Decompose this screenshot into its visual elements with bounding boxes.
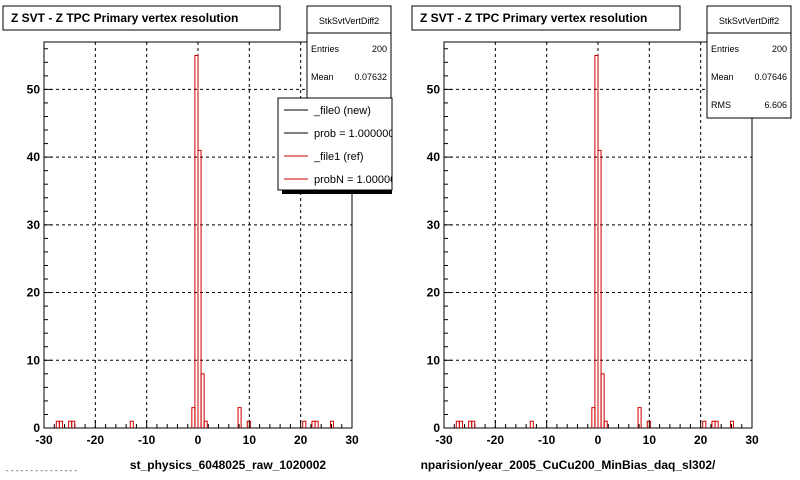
histogram-bin [646,420,651,428]
x-tick-label: 30 [745,433,759,447]
stats-label: Entries [711,44,740,54]
histogram-bin [71,420,76,428]
x-tick-label: -30 [35,433,53,447]
x-tick-label: -10 [538,433,556,447]
stats-label: RMS [711,100,731,110]
x-tick-label: -20 [87,433,105,447]
y-tick-label: 10 [27,353,41,367]
y-tick-label: 20 [427,286,441,300]
x-tick-label: 10 [643,433,657,447]
stats-value: 0.07646 [754,72,787,82]
histogram-bin [529,420,534,428]
legend-label: probN = 1.000000 [314,174,402,186]
legend-label: prob = 1.000000 [314,128,394,140]
histogram-bin [302,420,307,428]
y-tick-label: 30 [427,218,441,232]
footer-text: - - - - - - - - - - - - - - - [6,466,78,475]
histogram-bin [246,420,251,428]
chart-title: Z SVT - Z TPC Primary vertex resolution [420,11,647,25]
title-box [411,5,681,31]
x-tick-label: 0 [595,433,602,447]
stats-value: 200 [772,44,787,54]
legend: _file0 (new) prob = 1.000000 _file1 (ref) p… [277,97,402,194]
chart-panel-2: -30 -20 -10 0 10 20 30 0 10 20 30 40 50 Z SVT - Z TPC… [411,5,792,472]
x-axis-label: st_physics_6048025_raw_1020002 [130,458,326,472]
stats-name: StkSvtVertDiff2 [319,16,379,26]
histogram-bin [471,420,476,428]
x-tick-label: -20 [487,433,505,447]
histogram-bin [329,420,335,428]
legend-entries: _file0 (new) prob = 1.000000 _file1 (ref) p… [284,105,402,186]
stats-value: 200 [372,44,387,54]
y-tick-label: 0 [33,421,40,435]
y-tick-label: 20 [27,286,41,300]
histogram-bin [637,407,642,428]
histogram-bin [597,149,602,428]
x-tick-label: 20 [694,433,708,447]
x-tick-label: 20 [294,433,308,447]
histogram-bin [729,420,735,428]
y-tick-label: 10 [427,353,441,367]
histogram-bin [129,420,134,428]
y-tick-label: 40 [27,150,41,164]
stats-value: 0.07632 [354,72,387,82]
x-tick-label: 0 [195,433,202,447]
y-tick-label: 0 [433,421,440,435]
stats-name: StkSvtVertDiff2 [719,16,779,26]
chart-panel-1: -30 -20 -10 0 10 20 30 0 10 20 30 40 50 Z SVT - Z TPC… [2,5,402,472]
x-axis-label: nparision/year_2005_CuCu200_MinBias_daq_… [421,458,716,472]
histogram-bin [237,407,242,428]
stats-label: Mean [311,72,334,82]
histogram-bin [600,373,605,428]
histogram-bin [714,420,719,428]
stats-value: 6.606 [764,100,787,110]
stats-label: Mean [711,72,734,82]
y-tick-label: 30 [27,218,41,232]
x-tick-label: -10 [138,433,156,447]
legend-label: _file1 (ref) [313,151,364,163]
histogram-bin [458,420,463,428]
histogram-bin [603,420,608,428]
y-tick-label: 50 [27,82,41,96]
x-tick-label: -30 [435,433,453,447]
histogram-bin [702,420,707,428]
stats-box [706,5,792,119]
histogram-bin [58,420,63,428]
stats-label: Entries [311,44,340,54]
y-tick-label: 40 [427,150,441,164]
chart-title: Z SVT - Z TPC Primary vertex resolution [11,11,238,25]
histogram-bin [203,420,208,428]
legend-shadow [282,190,392,194]
y-tick-label: 50 [427,82,441,96]
legend-box [277,97,393,191]
histogram-bin [197,149,202,428]
histogram-bin [200,373,205,428]
x-tick-label: 30 [345,433,359,447]
histogram-bin [314,420,319,428]
legend-label: _file0 (new) [313,105,371,117]
title-box [2,5,281,31]
x-tick-label: 10 [243,433,257,447]
